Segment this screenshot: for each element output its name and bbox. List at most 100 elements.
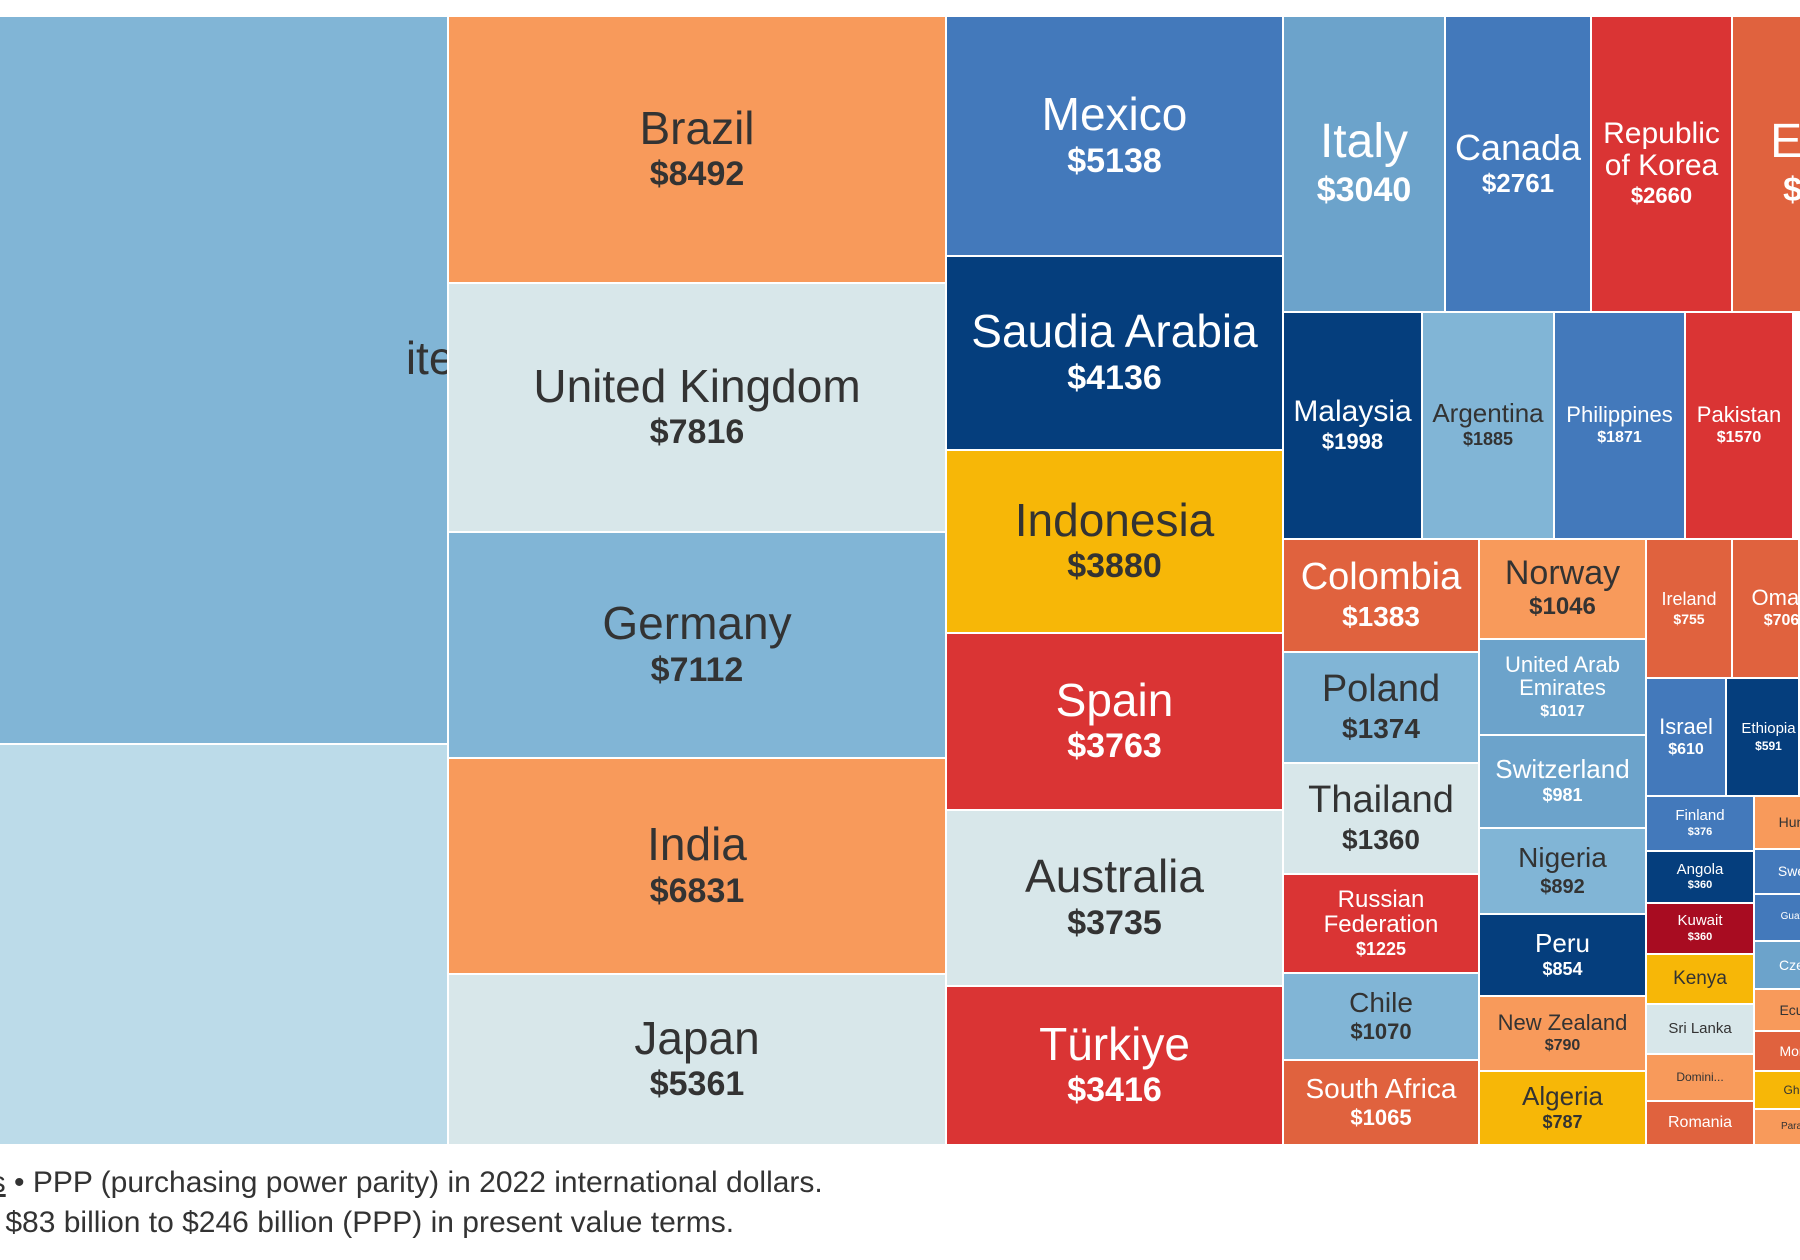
tile-norway[interactable]: Norway $1046 xyxy=(1480,540,1647,640)
tile-ecu[interactable]: Ecu xyxy=(1755,990,1800,1032)
tile-switzerland[interactable]: Switzerland $981 xyxy=(1480,736,1647,829)
tile-value-saudia-arabia: $4136 xyxy=(1067,358,1162,397)
tile-value-spain: $3763 xyxy=(1067,727,1162,766)
tile-israel[interactable]: Israel $610 xyxy=(1647,679,1727,797)
tile-para[interactable]: Para xyxy=(1755,1110,1800,1146)
tile-t-rkiye[interactable]: Türkiye $3416 xyxy=(947,987,1284,1146)
tile-kenya[interactable]: Kenya xyxy=(1647,955,1755,1005)
tile-china[interactable]: China$19,295 xyxy=(0,745,449,1146)
tile-algeria[interactable]: Algeria $787 xyxy=(1480,1072,1647,1146)
tile-sri-lanka[interactable]: Sri Lanka xyxy=(1647,1005,1755,1055)
tile-domini[interactable]: Domini... xyxy=(1647,1055,1755,1102)
tile-finland[interactable]: Finland $376 xyxy=(1647,797,1755,852)
tile-india[interactable]: India $6831 xyxy=(449,759,947,975)
tile-germany[interactable]: Germany $7112 xyxy=(449,533,947,759)
tile-ethiopia[interactable]: Ethiopia $591 xyxy=(1727,679,1800,797)
footnote-link[interactable]: ns xyxy=(0,1166,6,1199)
tile-value-japan: $5361 xyxy=(649,1065,745,1104)
tile-value-philippines: $1871 xyxy=(1597,429,1642,447)
tile-label-philippines: Philippines xyxy=(1566,402,1673,428)
tile-label-pakistan: Pakistan xyxy=(1696,402,1782,428)
tile-united-arab-emirates[interactable]: United Arab Emirates $1017 xyxy=(1480,640,1647,736)
tile-label-ethiopia: Ethiopia xyxy=(1741,719,1796,737)
tile-label-oman: Oman xyxy=(1751,585,1800,611)
tile-cze[interactable]: Cze xyxy=(1755,942,1800,990)
tile-value-oman: $706 xyxy=(1763,612,1800,630)
tile-label-colombia: Colombia xyxy=(1300,555,1462,598)
tile-label-norway: Norway xyxy=(1504,553,1621,592)
tile-guat[interactable]: Guat xyxy=(1755,895,1800,942)
tile-united-states[interactable]: ited States$35,113 xyxy=(0,17,449,745)
footnote-ppp: ns • PPP (purchasing power parity) in 20… xyxy=(0,1166,823,1200)
tile-label-united-kingdom: United Kingdom xyxy=(533,359,861,412)
tile-thailand[interactable]: Thailand $1360 xyxy=(1284,764,1480,875)
tile-egypt[interactable]: Egy$26 xyxy=(1733,17,1800,313)
tile-label-israel: Israel xyxy=(1659,713,1713,739)
tile-value-ethiopia: $591 xyxy=(1755,738,1782,753)
tile-label-para: Para xyxy=(1780,1120,1800,1132)
tile-italy[interactable]: Italy $3040 xyxy=(1284,17,1446,313)
tile-label-finland: Finland xyxy=(1675,807,1725,825)
tile-label-germany: Germany xyxy=(602,597,792,650)
tile-value-chile: $1070 xyxy=(1350,1019,1412,1044)
tile-republic-of-korea[interactable]: Republic of Korea $2660 xyxy=(1592,17,1733,313)
tile-value-egypt: $26 xyxy=(1770,170,1800,211)
tile-argentina[interactable]: Argentina $1885 xyxy=(1423,313,1555,540)
tile-mor[interactable]: Mor xyxy=(1755,1032,1800,1072)
tile-label-united-states: ited States xyxy=(405,332,447,385)
tile-brazil[interactable]: Brazil $8492 xyxy=(449,17,947,284)
tile-ireland[interactable]: Ireland $755 xyxy=(1647,540,1733,679)
tile-colombia[interactable]: Colombia $1383 xyxy=(1284,540,1480,653)
tile-value-ireland: $755 xyxy=(1673,610,1705,627)
tile-new-zealand[interactable]: New Zealand $790 xyxy=(1480,997,1647,1072)
tile-value-indonesia: $3880 xyxy=(1067,547,1162,586)
tile-nigeria[interactable]: Nigeria $892 xyxy=(1480,829,1647,915)
tile-value-mexico: $5138 xyxy=(1067,141,1162,180)
tile-japan[interactable]: Japan $5361 xyxy=(449,975,947,1146)
tile-russian-federation[interactable]: Russian Federation $1225 xyxy=(1284,875,1480,974)
tile-romania[interactable]: Romania xyxy=(1647,1102,1755,1146)
tile-value-israel: $610 xyxy=(1668,740,1704,758)
tile-label-cze: Cze xyxy=(1779,956,1800,973)
tile-value-norway: $1046 xyxy=(1529,593,1596,621)
tile-label-indonesia: Indonesia xyxy=(1014,493,1215,546)
tile-hun[interactable]: Hun xyxy=(1755,797,1800,850)
tile-gh[interactable]: Gh xyxy=(1755,1072,1800,1110)
tile-peru[interactable]: Peru $854 xyxy=(1480,915,1647,997)
tile-australia[interactable]: Australia $3735 xyxy=(947,811,1284,987)
tile-label-japan: Japan xyxy=(634,1011,760,1064)
tile-united-kingdom[interactable]: United Kingdom $7816 xyxy=(449,284,947,533)
tile-poland[interactable]: Poland $1374 xyxy=(1284,653,1480,764)
tile-canada[interactable]: Canada $2761 xyxy=(1446,17,1592,313)
tile-chile[interactable]: Chile $1070 xyxy=(1284,974,1480,1061)
tile-label-united-arab-emirates: United Arab Emirates xyxy=(1505,652,1620,701)
tile-label-australia: Australia xyxy=(1025,850,1204,903)
tile-oman[interactable]: Oman$706 xyxy=(1733,540,1800,679)
tile-saudia-arabia[interactable]: Saudia Arabia $4136 xyxy=(947,257,1284,451)
tile-label-peru: Peru xyxy=(1535,927,1590,958)
tile-pakistan[interactable]: Pakistan $1570 xyxy=(1686,313,1794,540)
tile-label-south-africa: South Africa xyxy=(1305,1072,1457,1104)
tile-label-india: India xyxy=(647,818,747,871)
tile-south-africa[interactable]: South Africa $1065 xyxy=(1284,1061,1480,1146)
tile-spain[interactable]: Spain $3763 xyxy=(947,634,1284,811)
tile-label-poland: Poland xyxy=(1321,667,1441,710)
tile-value-italy: $3040 xyxy=(1316,170,1412,209)
tile-indonesia[interactable]: Indonesia $3880 xyxy=(947,451,1284,634)
tile-philippines[interactable]: Philippines $1871 xyxy=(1555,313,1686,540)
tile-mexico[interactable]: Mexico $5138 xyxy=(947,17,1284,257)
tile-value-angola: $360 xyxy=(1687,879,1713,892)
tile-angola[interactable]: Angola $360 xyxy=(1647,852,1755,904)
tile-label-egypt: Egy xyxy=(1770,115,1800,169)
tile-label-saudia-arabia: Saudia Arabia xyxy=(971,305,1258,358)
tile-label-domini: Domini... xyxy=(1676,1070,1724,1085)
tile-label-new-zealand: New Zealand xyxy=(1497,1010,1628,1036)
tile-value-colombia: $1383 xyxy=(1342,600,1420,632)
tile-value-argentina: $1885 xyxy=(1462,429,1514,450)
tile-malaysia[interactable]: Malaysia $1998 xyxy=(1284,313,1423,540)
tile-value-united-arab-emirates: $1017 xyxy=(1540,702,1585,720)
tile-kuwait[interactable]: Kuwait $360 xyxy=(1647,904,1755,955)
tile-swe[interactable]: Swe xyxy=(1755,850,1800,895)
tile-value-united-kingdom: $7816 xyxy=(649,413,745,452)
